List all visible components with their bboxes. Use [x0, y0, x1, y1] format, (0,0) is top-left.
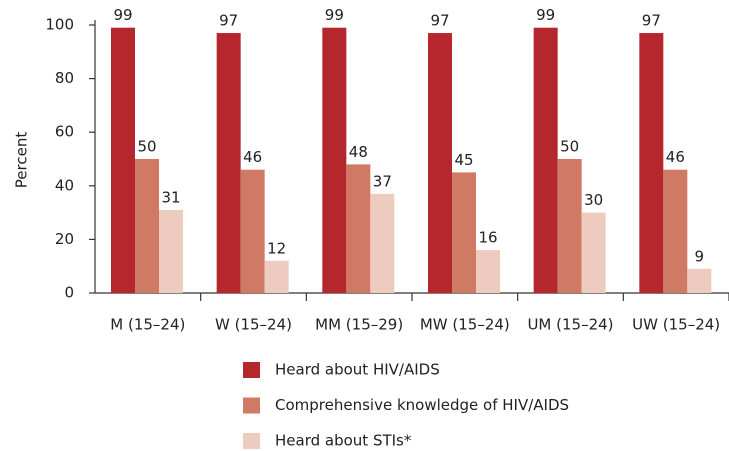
- bar: [428, 33, 452, 293]
- x-tick-label: M (15–24): [110, 316, 185, 334]
- bar: [557, 159, 582, 293]
- data-label: 48: [349, 143, 368, 161]
- y-tick-label: 20: [55, 230, 74, 248]
- bar: [663, 169, 688, 293]
- data-label: 16: [478, 229, 497, 247]
- x-tick-label: W (15–24): [215, 316, 292, 334]
- y-axis-label: Percent: [13, 132, 31, 189]
- data-label: 50: [137, 138, 156, 156]
- bar: [216, 33, 241, 293]
- data-label: 46: [243, 148, 262, 166]
- bar: [533, 27, 558, 294]
- data-label: 12: [267, 239, 286, 257]
- y-tick-label: 40: [55, 176, 74, 194]
- x-tick-label: UW (15–24): [632, 316, 720, 334]
- data-label: 97: [219, 12, 238, 30]
- legend-label: Comprehensive knowledge of HIV/AIDS: [275, 396, 569, 414]
- legend-swatch: [243, 397, 260, 414]
- bar: [159, 209, 183, 293]
- data-label: 9: [695, 247, 705, 265]
- data-label: 45: [454, 151, 473, 169]
- bar: [581, 212, 606, 293]
- x-tick-label: MM (15–29): [315, 316, 403, 334]
- bar: [452, 172, 476, 293]
- y-tick-label: 100: [45, 16, 74, 34]
- x-tick-label: MW (15–24): [420, 316, 510, 334]
- legend-swatch: [243, 362, 260, 378]
- data-label: 37: [373, 172, 392, 190]
- data-label: 99: [325, 6, 344, 24]
- data-label: 99: [536, 6, 555, 24]
- x-tick-label: UM (15–24): [527, 316, 613, 334]
- bar: [370, 193, 395, 293]
- data-label: 97: [642, 12, 661, 30]
- bar: [264, 260, 289, 293]
- bar: [639, 33, 664, 293]
- legend-label: Heard about STIs*: [275, 432, 412, 450]
- data-label: 97: [430, 12, 449, 30]
- data-label: 50: [560, 138, 579, 156]
- y-tick-label: 60: [55, 123, 74, 141]
- y-tick-label: 80: [55, 69, 74, 87]
- data-label: 30: [584, 191, 603, 209]
- bar: [111, 27, 135, 294]
- bar: [687, 268, 712, 293]
- data-label: 99: [113, 6, 132, 24]
- bar: [346, 164, 371, 293]
- bar: [135, 159, 159, 293]
- bar: [240, 169, 265, 293]
- legend-swatch: [243, 433, 260, 449]
- bar: [322, 27, 347, 294]
- legend-label: Heard about HIV/AIDS: [275, 361, 440, 379]
- bar: [476, 250, 500, 293]
- data-label: 46: [666, 148, 685, 166]
- y-tick-label: 0: [64, 284, 74, 302]
- data-label: 31: [161, 188, 180, 206]
